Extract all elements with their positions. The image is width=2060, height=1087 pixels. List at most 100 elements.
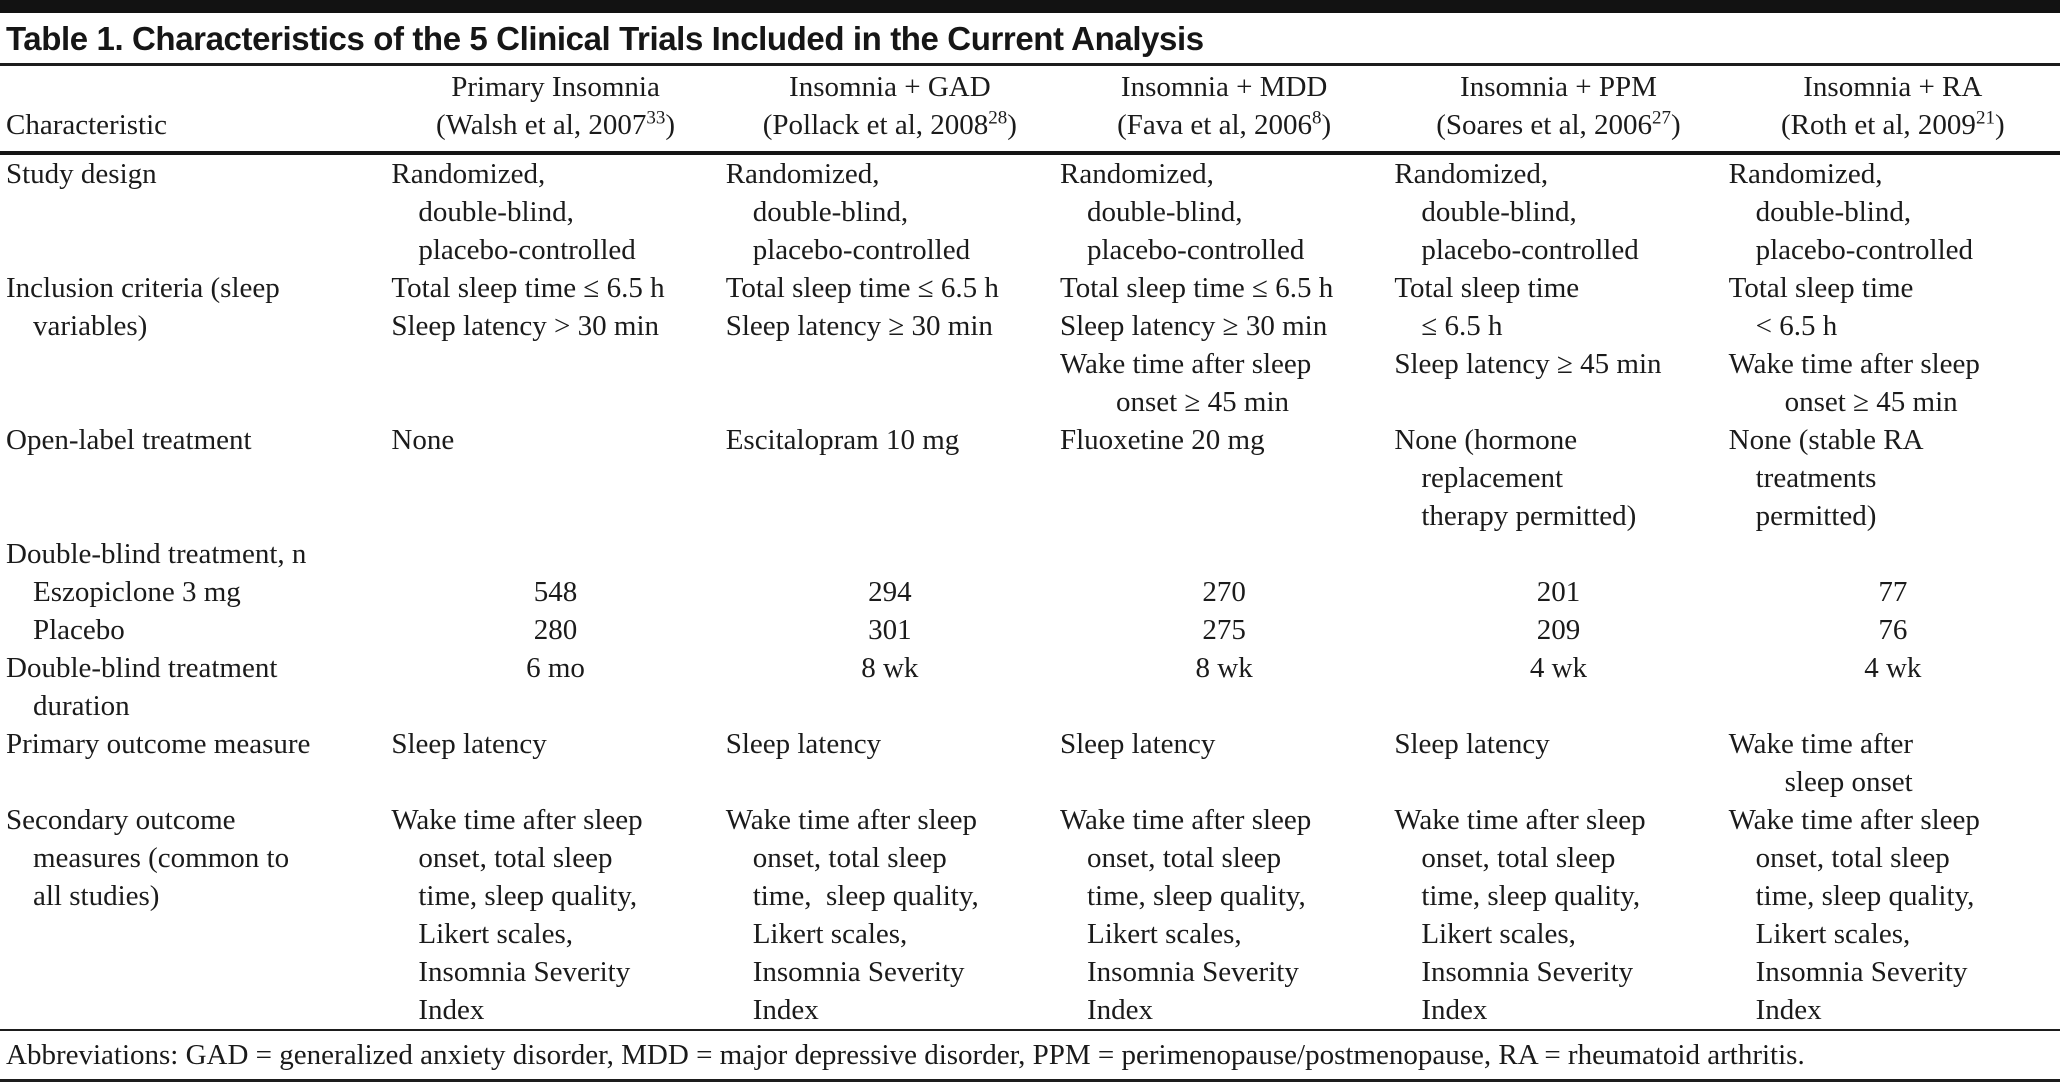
- cell-line: < 6.5 h: [1755, 310, 1838, 342]
- cell-line: double-blind,: [1087, 196, 1243, 228]
- data-cell: Wake time after sleep onset, total sleep t…: [1726, 801, 2060, 1029]
- cell-line: 280: [533, 614, 578, 646]
- data-cell: 4 wk: [1726, 649, 2060, 725]
- clinical-trials-table: Characteristic Primary Insomnia (Walsh et…: [0, 66, 2060, 1029]
- cell-line: Wake time after: [1728, 728, 1914, 760]
- cell-line: Likert scales,: [1421, 918, 1576, 950]
- cell-line: Insomnia Severity: [1087, 956, 1299, 988]
- data-cell: 270: [1057, 573, 1391, 611]
- cell-line: time, sleep quality,: [1755, 880, 1975, 912]
- data-cell: None (stable RA treatments permitted): [1726, 421, 2060, 535]
- cell-line: Index: [752, 994, 819, 1026]
- cell-line: placebo-controlled: [418, 234, 636, 266]
- row-label-line: duration: [33, 690, 130, 722]
- data-cell: Total sleep time ≤ 6.5 h Sleep latency ≥ 4…: [1391, 269, 1725, 421]
- data-cell: 294: [723, 573, 1057, 611]
- cell-line: double-blind,: [1421, 196, 1577, 228]
- cell-line: time, sleep quality,: [1421, 880, 1641, 912]
- cell-line: 294: [868, 576, 912, 608]
- row-label-line: Primary outcome measure: [6, 728, 311, 760]
- cell-line: Fluoxetine 20 mg: [1060, 424, 1265, 456]
- cell-line: 275: [1202, 614, 1246, 646]
- cell-line: None: [391, 424, 455, 456]
- cell-line: Randomized,: [1394, 158, 1549, 190]
- reference-number: 28: [988, 107, 1008, 129]
- cell-line: onset, total sleep: [1755, 842, 1950, 874]
- data-cell: [723, 535, 1057, 573]
- reference-number: 21: [1975, 107, 1995, 129]
- table-header: Characteristic Primary Insomnia (Walsh et…: [0, 66, 2060, 155]
- cell-line: 4 wk: [1529, 652, 1588, 684]
- table-row-double-blind-treatment-n: Double-blind treatment, n: [0, 535, 2060, 573]
- cell-line: Index: [418, 994, 485, 1026]
- cell-line: 77: [1878, 576, 1908, 608]
- reference-number: 27: [1652, 107, 1672, 129]
- cell-line: Sleep latency ≥ 30 min: [1060, 310, 1328, 342]
- row-label-line: Double-blind treatment, n: [6, 538, 307, 570]
- cell-line: Sleep latency: [725, 728, 882, 760]
- data-cell: 76: [1726, 611, 2060, 649]
- cell-line: Randomized,: [1728, 158, 1883, 190]
- cell-line: 8 wk: [861, 652, 919, 684]
- cell-line: onset ≥ 45 min: [1784, 386, 1958, 418]
- table-title: Table 1. Characteristics of the 5 Clinic…: [0, 13, 2060, 66]
- cell-line: 76: [1878, 614, 1908, 646]
- data-cell: Randomized, double-blind, placebo-controll…: [1391, 153, 1725, 269]
- data-cell: 301: [723, 611, 1057, 649]
- cell-line: Sleep latency: [1060, 728, 1216, 760]
- cell-line: Likert scales,: [1755, 918, 1911, 950]
- row-label: Study design: [0, 153, 388, 269]
- cell-line: Likert scales,: [418, 918, 573, 950]
- cell-line: double-blind,: [752, 196, 909, 228]
- data-cell: Randomized, double-blind, placebo-controll…: [1726, 153, 2060, 269]
- cell-line: 548: [533, 576, 578, 608]
- cell-line: placebo-controlled: [1087, 234, 1305, 266]
- study-citation: (Fava et al, 20068): [1117, 107, 1332, 141]
- cell-line: Insomnia Severity: [752, 956, 965, 988]
- data-cell: Sleep latency: [723, 725, 1057, 801]
- row-label: Double-blind treatment duration: [0, 649, 388, 725]
- data-cell: Sleep latency: [388, 725, 722, 801]
- cell-line: 8 wk: [1195, 652, 1253, 684]
- cell-line: 270: [1202, 576, 1246, 608]
- data-cell: Escitalopram 10 mg: [723, 421, 1057, 535]
- data-cell: None: [388, 421, 722, 535]
- cell-line: Likert scales,: [752, 918, 908, 950]
- data-cell: [1726, 535, 2060, 573]
- data-cell: [1057, 535, 1391, 573]
- cell-line: Wake time after sleep: [1060, 348, 1312, 380]
- cell-line: Randomized,: [1060, 158, 1214, 190]
- cell-line: onset, total sleep: [752, 842, 947, 874]
- data-cell: Randomized, double-blind, placebo-controll…: [1057, 153, 1391, 269]
- cell-line: Insomnia Severity: [418, 956, 631, 988]
- cell-line: Sleep latency: [391, 728, 547, 760]
- row-label: Placebo: [0, 611, 388, 649]
- cell-line: Randomized,: [391, 158, 546, 190]
- cell-line: Wake time after sleep: [1060, 804, 1312, 836]
- table-row-open-label-treatment: Open-label treatment None Escitalopram 10 …: [0, 421, 2060, 535]
- column-header-primary-insomnia: Primary Insomnia (Walsh et al, 200733): [388, 66, 723, 155]
- cell-line: time, sleep quality,: [418, 880, 638, 912]
- data-cell: 4 wk: [1391, 649, 1725, 725]
- cell-line: 4 wk: [1864, 652, 1922, 684]
- data-cell: Fluoxetine 20 mg: [1057, 421, 1391, 535]
- table-row-placebo-n: Placebo 280 301 275 209 76: [0, 611, 2060, 649]
- table-row-study-design: Study design Randomized, double-blind, plac…: [0, 153, 2060, 269]
- row-label-line: variables): [33, 310, 148, 342]
- cell-line: Sleep latency: [1394, 728, 1550, 760]
- cell-line: Wake time after sleep: [1394, 804, 1646, 836]
- row-label: Inclusion criteria (sleep variables): [0, 269, 388, 421]
- abbreviations-footnote: Abbreviations: GAD = generalized anxiety…: [0, 1029, 2060, 1082]
- cell-line: ≤ 6.5 h: [1421, 310, 1503, 342]
- cell-line: Index: [1755, 994, 1822, 1026]
- table-row-double-blind-treatment-duration: Double-blind treatment duration 6 mo 8 wk 8 …: [0, 649, 2060, 725]
- cell-line: Wake time after sleep: [391, 804, 643, 836]
- data-cell: 6 mo: [388, 649, 722, 725]
- study-name: Insomnia + GAD: [789, 71, 991, 103]
- cell-line: Total sleep time ≤ 6.5 h: [1060, 272, 1334, 304]
- cell-line: 201: [1536, 576, 1581, 608]
- table-row-secondary-outcome-measures: Secondary outcome measures (common to all …: [0, 801, 2060, 1029]
- row-label: Secondary outcome measures (common to all …: [0, 801, 388, 1029]
- cell-line: Sleep latency ≥ 45 min: [1394, 348, 1662, 380]
- data-cell: 8 wk: [1057, 649, 1391, 725]
